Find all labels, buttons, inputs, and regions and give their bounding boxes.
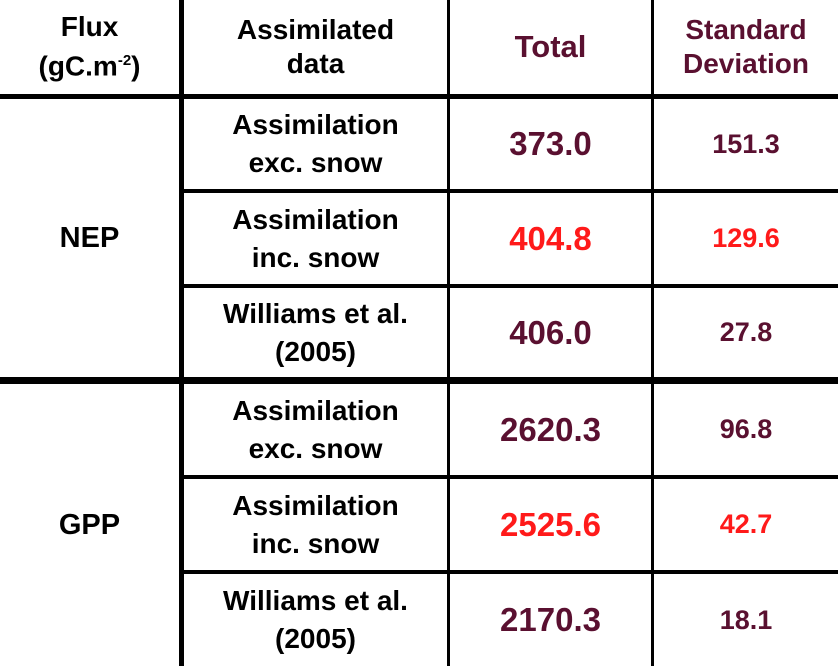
data-line2: inc. snow: [251, 527, 380, 559]
total-value: 404.8: [509, 219, 592, 257]
total-value: 373.0: [509, 125, 592, 162]
data-line2: inc. snow: [251, 241, 380, 273]
data-line2: (2005): [275, 623, 356, 654]
table-cell-total: 406.0: [450, 288, 651, 377]
flux-name: NEP: [59, 221, 120, 254]
sd-value: 27.8: [719, 317, 773, 347]
table-cell-sd: 151.3: [654, 99, 838, 189]
flux-label-gpp: GPP: [0, 384, 179, 666]
total-value: 406.0: [509, 313, 592, 351]
table-row-data: Williams et al. (2005): [184, 574, 447, 666]
table-cell-total-highlight: 404.8: [450, 193, 651, 284]
header-total: Total: [450, 0, 651, 94]
header-sd-line1: Standard: [685, 14, 807, 45]
data-line1: Assimilation: [232, 394, 399, 426]
sd-value: 151.3: [712, 128, 780, 159]
total-value: 2170.3: [500, 601, 601, 638]
sd-value: 129.6: [712, 223, 780, 253]
sd-value: 18.1: [719, 604, 773, 635]
table-row-data: Assimilation inc. snow: [184, 193, 447, 284]
data-line2: exc. snow: [248, 432, 383, 464]
flux-name: GPP: [58, 508, 121, 541]
table-cell-sd: 18.1: [654, 574, 838, 666]
header-assimilated-line1: Assimilated: [236, 14, 395, 45]
data-line1: Williams et al.: [223, 297, 408, 329]
table-cell-sd-highlight: 42.7: [654, 479, 838, 570]
header-flux-label: Flux: [60, 11, 119, 43]
table-cell-total: 2620.3: [450, 384, 651, 475]
table-row-data: Assimilation exc. snow: [184, 99, 447, 189]
data-line2: exc. snow: [248, 147, 383, 178]
flux-label-nep: NEP: [0, 99, 179, 377]
header-flux: Flux (gC.m-2): [0, 0, 179, 94]
table-cell-total: 2170.3: [450, 574, 651, 666]
table-row-data: Assimilation inc. snow: [184, 479, 447, 570]
data-line1: Assimilation: [232, 109, 399, 140]
total-value: 2525.6: [500, 505, 601, 543]
header-assimilated-line2: data: [286, 48, 345, 79]
table-cell-total: 373.0: [450, 99, 651, 189]
table-cell-sd-highlight: 129.6: [654, 193, 838, 284]
header-assimilated-data: Assimilated data: [184, 0, 447, 94]
table-row-data: Assimilation exc. snow: [184, 384, 447, 475]
data-line1: Assimilation: [232, 203, 399, 235]
table-cell-sd: 27.8: [654, 288, 838, 377]
header-standard-deviation: Standard Deviation: [654, 0, 838, 94]
header-sd-line2: Deviation: [682, 48, 810, 79]
data-line1: Assimilation: [232, 489, 399, 521]
sd-value: 42.7: [719, 509, 773, 539]
total-value: 2620.3: [500, 410, 601, 448]
sd-value: 96.8: [719, 414, 773, 444]
header-flux-unit: (gC.m-2): [38, 50, 141, 82]
header-total-label: Total: [514, 29, 587, 64]
data-line1: Williams et al.: [223, 585, 408, 616]
table-row-data: Williams et al. (2005): [184, 288, 447, 377]
table-cell-sd: 96.8: [654, 384, 838, 475]
table-cell-total-highlight: 2525.6: [450, 479, 651, 570]
data-line2: (2005): [275, 335, 356, 367]
